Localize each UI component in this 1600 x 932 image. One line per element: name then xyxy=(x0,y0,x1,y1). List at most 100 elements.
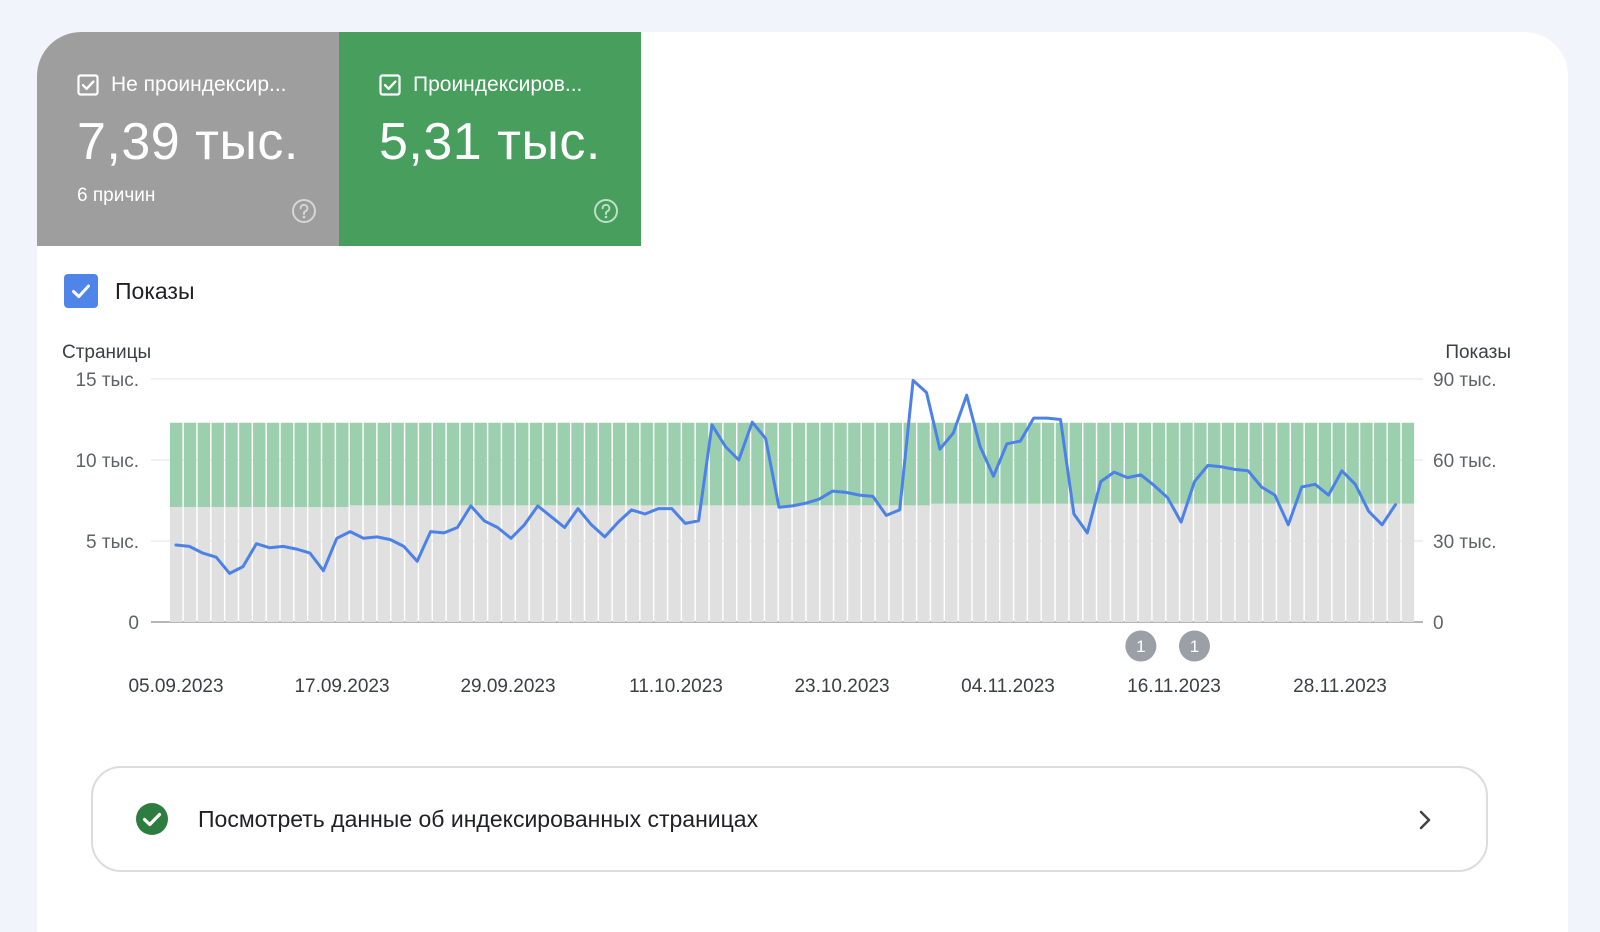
bar-indexed xyxy=(1028,422,1041,504)
bar-not-indexed xyxy=(1304,503,1318,622)
bar-indexed xyxy=(1277,422,1290,504)
bar-not-indexed xyxy=(875,505,889,622)
bar-not-indexed xyxy=(765,505,778,622)
bar-not-indexed xyxy=(543,505,557,622)
x-tick-label: 05.09.2023 xyxy=(128,676,223,697)
help-icon[interactable] xyxy=(593,198,619,224)
bar-indexed xyxy=(543,422,557,506)
annotation-marker[interactable]: 1 xyxy=(1178,630,1210,662)
tile-indexed[interactable]: Проиндексиров... 5,31 тыс. xyxy=(339,32,641,246)
bar-indexed xyxy=(945,422,958,504)
annotation-circle xyxy=(1178,630,1210,662)
bar-not-indexed xyxy=(170,506,183,622)
bar-not-indexed xyxy=(377,505,390,622)
shows-checkbox[interactable]: Показы xyxy=(64,274,195,308)
bar-indexed xyxy=(1401,422,1415,504)
bar-not-indexed xyxy=(737,505,750,622)
bar-indexed xyxy=(654,422,667,506)
bar-not-indexed xyxy=(1000,503,1013,622)
y-right-axis-label: Показы xyxy=(1445,342,1511,363)
bar-indexed xyxy=(792,422,806,506)
bar-not-indexed xyxy=(682,505,695,622)
bar-not-indexed xyxy=(972,503,986,622)
chart-line xyxy=(174,378,1397,575)
bar-indexed xyxy=(612,422,626,506)
bar-indexed xyxy=(1332,422,1345,504)
bar-indexed xyxy=(668,422,681,506)
shows-label: Показы xyxy=(115,277,195,304)
bar-not-indexed xyxy=(612,505,626,622)
help-icon[interactable] xyxy=(291,198,317,224)
bar-indexed xyxy=(253,422,266,507)
annotation-marker[interactable]: 1 xyxy=(1125,630,1157,662)
y-left-tick-label: 10 тыс. xyxy=(75,451,139,472)
bar-indexed xyxy=(1346,422,1359,504)
bar-indexed xyxy=(294,422,307,507)
bar-indexed xyxy=(239,422,252,507)
bar-indexed xyxy=(1208,422,1221,504)
annotation-label: 1 xyxy=(1136,637,1145,656)
bar-not-indexed xyxy=(516,505,529,622)
bar-indexed xyxy=(1318,422,1332,504)
bar-not-indexed xyxy=(889,505,903,622)
bar-not-indexed xyxy=(294,506,307,622)
bar-indexed xyxy=(502,422,515,506)
bar-indexed xyxy=(599,422,612,506)
bar-indexed xyxy=(834,422,847,506)
checkbox-checked-icon[interactable] xyxy=(379,74,401,96)
bar-not-indexed xyxy=(1166,503,1179,622)
bar-indexed xyxy=(682,422,695,506)
bar-not-indexed xyxy=(958,503,972,622)
bar-not-indexed xyxy=(834,505,847,622)
bar-not-indexed xyxy=(1291,503,1304,622)
annotation-label: 1 xyxy=(1190,637,1199,656)
impressions-line xyxy=(174,378,1397,575)
x-tick-label: 04.11.2023 xyxy=(961,676,1055,697)
bar-not-indexed xyxy=(585,505,598,622)
bar-not-indexed xyxy=(1332,503,1345,622)
bar-indexed xyxy=(266,422,280,507)
bar-not-indexed xyxy=(1097,503,1110,622)
bar-indexed xyxy=(1291,422,1304,504)
bar-not-indexed xyxy=(640,505,653,622)
x-tick-label: 11.10.2023 xyxy=(629,676,723,697)
bar-indexed xyxy=(1000,422,1013,504)
y-left-tick-label: 15 тыс. xyxy=(75,370,139,391)
bar-not-indexed xyxy=(1055,503,1069,622)
bar-indexed xyxy=(1304,422,1318,504)
bar-indexed xyxy=(391,422,404,506)
bar-indexed xyxy=(778,422,792,506)
bar-not-indexed xyxy=(792,505,806,622)
bar-indexed xyxy=(737,422,750,506)
bar-not-indexed xyxy=(1374,503,1387,622)
bar-indexed xyxy=(1387,422,1401,504)
bar-not-indexed xyxy=(1318,503,1332,622)
checkbox-checked-icon[interactable] xyxy=(77,74,99,96)
view-indexed-pages-link[interactable]: Посмотреть данные об индексированных стр… xyxy=(91,766,1488,872)
bar-indexed xyxy=(460,422,474,506)
bar-indexed xyxy=(1374,422,1387,504)
bar-indexed xyxy=(1138,422,1152,504)
bar-indexed xyxy=(322,422,335,507)
bar-indexed xyxy=(1166,422,1179,504)
bar-not-indexed xyxy=(903,505,916,622)
bar-not-indexed xyxy=(391,505,404,622)
bar-not-indexed xyxy=(197,506,211,622)
tile-header: Проиндексиров... xyxy=(379,72,641,98)
bar-indexed xyxy=(1263,422,1276,504)
bar-not-indexed xyxy=(336,506,349,622)
bar-indexed xyxy=(585,422,598,506)
bar-not-indexed xyxy=(1124,503,1138,622)
bar-not-indexed xyxy=(502,505,515,622)
bar-indexed xyxy=(1249,422,1262,504)
bar-not-indexed xyxy=(1221,503,1235,622)
pages-chart: 0 0 5 тыс. 30 тыс. 10 тыс. 60 тыс. 15 тыс. 90 т… xyxy=(62,342,1511,697)
chevron-right-icon xyxy=(1419,810,1431,830)
bar-not-indexed xyxy=(599,505,612,622)
bar-indexed xyxy=(695,422,709,506)
tile-not-indexed[interactable]: Не проиндексир... 7,39 тыс. 6 причин xyxy=(37,32,339,246)
bar-indexed xyxy=(529,422,543,506)
checkbox-checked-icon[interactable] xyxy=(64,274,98,308)
bar-not-indexed xyxy=(862,505,875,622)
bar-indexed xyxy=(917,422,930,506)
